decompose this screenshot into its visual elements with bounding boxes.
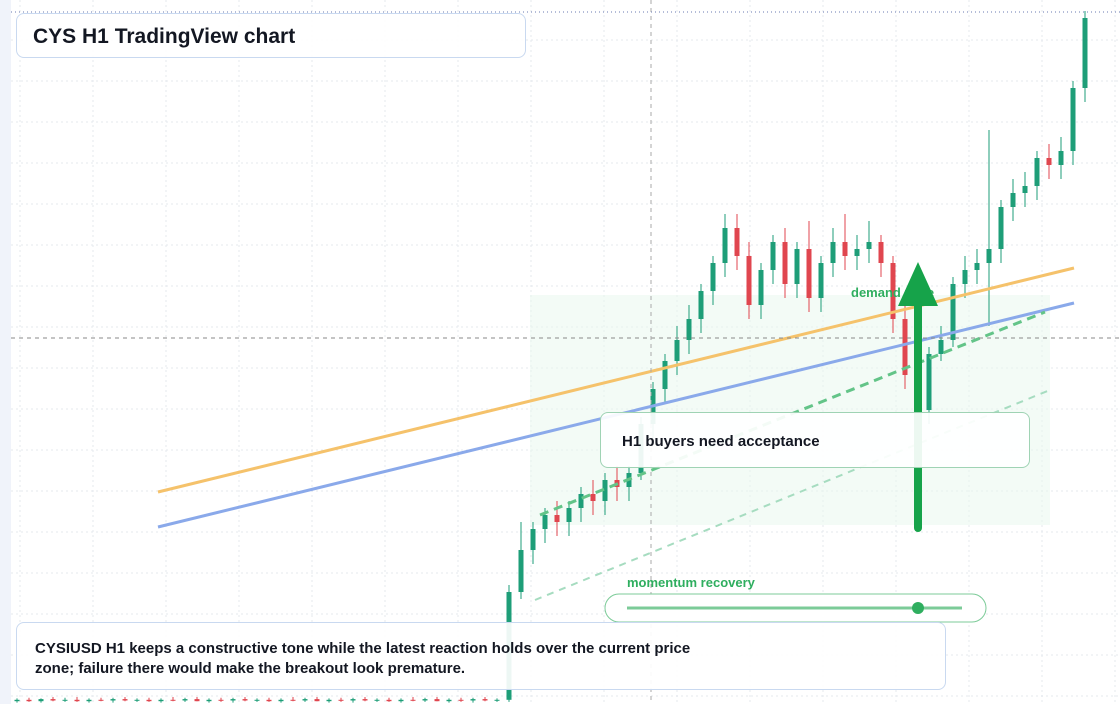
candle-body	[518, 550, 524, 592]
candle-body	[986, 249, 992, 263]
candle-body	[314, 699, 320, 702]
candle-body	[14, 699, 20, 702]
candle-body	[530, 529, 536, 550]
candle-body	[566, 508, 572, 522]
candle-body	[218, 699, 224, 701]
candle-body	[338, 699, 344, 701]
candle-body	[494, 699, 500, 701]
candle-body	[470, 699, 476, 701]
trendline	[534, 389, 1051, 601]
candle-body	[254, 699, 260, 701]
candle-body	[266, 699, 272, 702]
candle-body	[1070, 88, 1076, 151]
candle-body	[50, 699, 56, 701]
candle-body	[722, 228, 728, 263]
candles	[14, 11, 1088, 703]
candle-body	[374, 699, 380, 701]
candle-body	[158, 699, 164, 702]
candle-body	[950, 284, 956, 340]
candle-body	[842, 242, 848, 256]
candle-body	[230, 699, 236, 701]
candle-body	[734, 228, 740, 256]
candle-body	[410, 699, 416, 701]
candle-body	[182, 699, 188, 701]
candle-body	[1082, 18, 1088, 88]
candle-body	[686, 319, 692, 340]
candle-body	[794, 249, 800, 284]
candle-body	[890, 263, 896, 319]
candle-body	[134, 699, 140, 701]
title: CYS H1 TradingView chart	[16, 13, 526, 58]
candle-body	[242, 699, 248, 701]
candle-body	[770, 242, 776, 270]
candle-body	[1034, 158, 1040, 186]
candle-body	[602, 480, 608, 501]
candle-body	[350, 699, 356, 701]
candle-body	[398, 699, 404, 702]
candle-body	[422, 699, 428, 701]
candle-body	[362, 699, 368, 701]
candle-body	[146, 699, 152, 702]
candle-body	[302, 699, 308, 701]
candle-body	[710, 263, 716, 291]
slider-label: momentum recovery	[627, 575, 755, 590]
left-edge	[0, 0, 11, 704]
candle-body	[542, 515, 548, 529]
candle-body	[854, 249, 860, 256]
caption: CYSIUSD H1 keeps a constructive tone whi…	[16, 622, 946, 690]
candle-body	[278, 699, 284, 702]
candle-body	[434, 699, 440, 702]
candle-body	[590, 494, 596, 501]
candle-body	[962, 270, 968, 284]
arrow-head	[898, 262, 938, 306]
candle-body	[446, 699, 452, 702]
candle-body	[902, 319, 908, 375]
candle-body	[830, 242, 836, 263]
candle-body	[122, 699, 128, 701]
candle-body	[998, 207, 1004, 249]
candle-body	[674, 340, 680, 361]
candle-body	[698, 291, 704, 319]
candle-body	[194, 699, 200, 702]
candle-body	[662, 361, 668, 389]
candle-body	[62, 699, 68, 701]
candle-body	[1058, 151, 1064, 165]
candle-body	[782, 242, 788, 284]
candle-body	[458, 699, 464, 701]
candle-body	[110, 699, 116, 701]
candle-body	[818, 263, 824, 298]
candle-body	[878, 242, 884, 263]
candle-body	[974, 263, 980, 270]
candle-body	[1010, 193, 1016, 207]
candle-body	[482, 699, 488, 701]
candle-body	[290, 699, 296, 701]
candle-body	[326, 699, 332, 702]
candle-body	[26, 699, 32, 702]
candle-body	[758, 270, 764, 305]
candle-body	[206, 699, 212, 702]
candle-body	[1022, 186, 1028, 193]
candle-body	[98, 699, 104, 701]
candle-body	[926, 354, 932, 410]
candle-body	[170, 699, 176, 701]
candle-body	[386, 699, 392, 702]
candle-body	[38, 699, 44, 702]
candle-body	[74, 699, 80, 702]
candle-body	[1046, 158, 1052, 165]
candle-body	[578, 494, 584, 508]
slider-knob	[912, 602, 924, 614]
callout: H1 buyers need acceptance	[600, 412, 1030, 468]
candle-body	[866, 242, 872, 249]
candle-body	[806, 249, 812, 298]
candle-body	[554, 515, 560, 522]
candle-body	[938, 340, 944, 354]
caption-text: CYSIUSD H1 keeps a constructive tone whi…	[35, 640, 691, 677]
candle-body	[746, 256, 752, 305]
candle-body	[86, 699, 92, 702]
